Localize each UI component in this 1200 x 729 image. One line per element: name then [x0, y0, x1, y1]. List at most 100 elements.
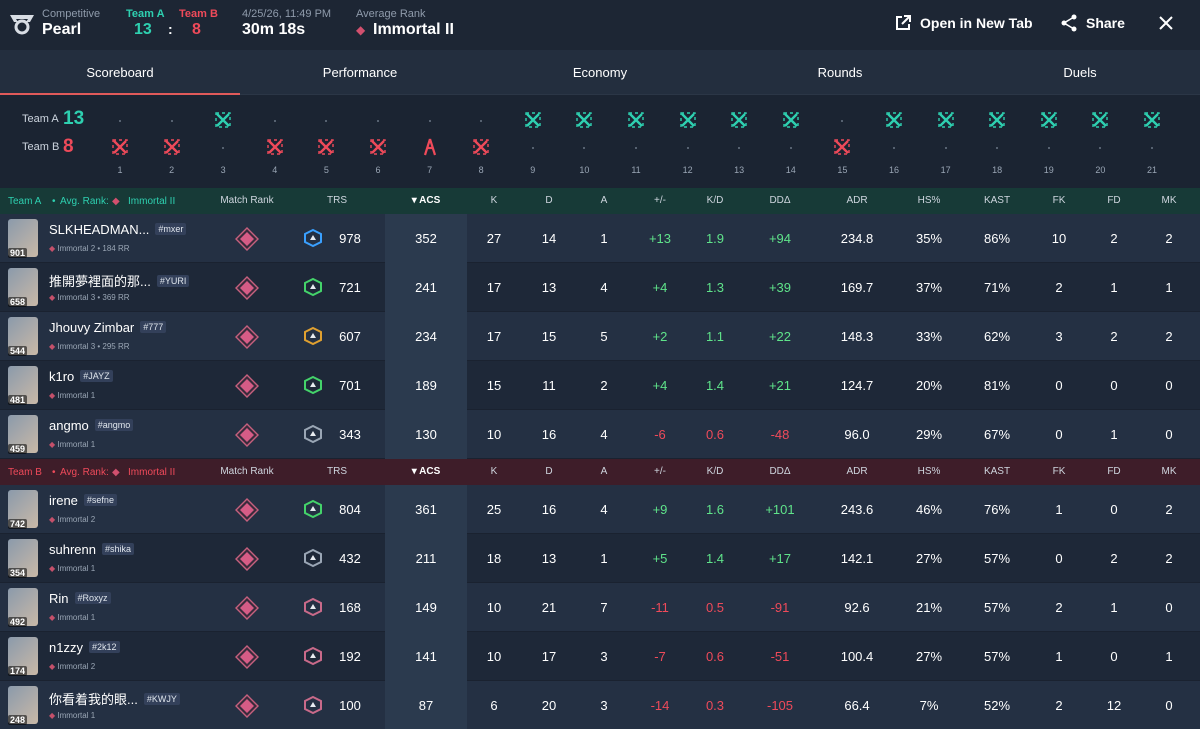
close-icon[interactable]	[1159, 16, 1173, 30]
stat-hs-pct: 7%	[919, 698, 939, 713]
team-a-win-icon	[730, 111, 748, 129]
round-number: 1	[117, 165, 123, 175]
player-name: suhrenn	[49, 542, 96, 557]
stat-assists: 3	[600, 649, 608, 664]
stat-trs: 343	[339, 427, 361, 442]
stat-adr: 169.7	[840, 280, 874, 295]
team-a-header-label: Team A	[8, 195, 42, 207]
stat-hs-pct: 33%	[915, 329, 943, 344]
account-level: 544	[8, 346, 28, 356]
player-name-link[interactable]: Rin #Roxyz	[49, 591, 111, 606]
player-name-link[interactable]: angmo #angmo	[49, 418, 134, 433]
player-row[interactable]: 742 irene #sefne Immortal 2 804 361 25 16 4 +9 1.6…	[0, 485, 1200, 534]
player-name-link[interactable]: irene #sefne	[49, 493, 117, 508]
round-number: 13	[734, 165, 745, 175]
stat-kast: 57%	[983, 551, 1011, 566]
acs-column-highlight	[385, 361, 467, 410]
empty-round-marker	[119, 120, 121, 122]
match-duration: 30m 18s	[242, 21, 306, 38]
stat-trs: 721	[339, 280, 361, 295]
stat-assists: 4	[600, 427, 608, 442]
tab-scoreboard[interactable]: Scoreboard	[0, 50, 240, 95]
stat-kd: 1.6	[705, 502, 725, 517]
stat-first-kills: 0	[1055, 551, 1063, 566]
col-header-kills: K	[490, 466, 498, 477]
stat-kills: 6	[490, 698, 498, 713]
player-name-link[interactable]: 推開夢裡面的那... #YURI	[49, 271, 190, 290]
stat-assists: 1	[600, 231, 608, 246]
round-number: 19	[1043, 165, 1054, 175]
mode-label: Competitive	[42, 8, 101, 20]
col-header-acs[interactable]: ▾ ACS	[411, 195, 441, 206]
acs-column-highlight	[385, 410, 467, 459]
empty-round-marker	[841, 120, 844, 122]
stat-first-deaths: 0	[1110, 378, 1118, 393]
stat-multi-kills: 2	[1165, 502, 1173, 517]
player-row[interactable]: 354 suhrenn #shika Immortal 1 432 211 18 13 1 +5 1…	[0, 534, 1200, 583]
player-row[interactable]: 658 推開夢裡面的那... #YURI Immortal 3 • 369 RR 721…	[0, 263, 1200, 312]
player-tag: #KWJY	[143, 693, 180, 705]
col-header-assists: A	[600, 466, 608, 477]
trs-tier-icon	[303, 499, 323, 519]
col-header-dd-delta: DDΔ	[769, 195, 791, 206]
stat-multi-kills: 0	[1165, 378, 1173, 393]
player-rank: Immortal 2	[49, 662, 95, 671]
team-b-label: Team B	[179, 8, 218, 20]
player-tag: #mxer	[155, 223, 187, 235]
player-row[interactable]: 481 k1ro #JAYZ Immortal 1 701 189 15 11 2 +4 1.4 +2…	[0, 361, 1200, 410]
team-b-win-icon	[472, 138, 490, 156]
player-name-link[interactable]: SLKHEADMAN... #mxer	[49, 222, 187, 237]
team-b-win-icon	[163, 138, 181, 156]
col-header-acs[interactable]: ▾ ACS	[411, 466, 441, 477]
tab-rounds[interactable]: Rounds	[817, 64, 863, 80]
round-number: 10	[579, 165, 590, 175]
col-header-first-kills: FK	[1052, 466, 1066, 477]
player-name-link[interactable]: n1zzy #2k12	[49, 640, 120, 655]
stat-multi-kills: 2	[1165, 231, 1173, 246]
stat-kd: 1.9	[705, 231, 725, 246]
share-button[interactable]: Share	[1060, 14, 1125, 32]
empty-round-marker	[1099, 147, 1102, 149]
account-level: 742	[8, 519, 28, 529]
stat-hs-pct: 29%	[915, 427, 943, 442]
timeline-team-b-score: 8	[63, 136, 74, 157]
player-name-link[interactable]: k1ro #JAYZ	[49, 369, 113, 384]
col-header-plus-minus: +/-	[654, 466, 666, 477]
match-rank-icon	[227, 485, 267, 534]
open-new-tab-button[interactable]: Open in New Tab	[894, 14, 1033, 32]
player-name-link[interactable]: Jhouvy Zimbar #777	[49, 320, 167, 335]
player-name-link[interactable]: 你看着我的眼... #KWJY	[49, 689, 180, 708]
trs-tier-icon	[303, 597, 323, 617]
empty-round-marker	[1047, 147, 1050, 149]
stat-plus-minus: +4	[652, 378, 668, 393]
player-row[interactable]: 901 SLKHEADMAN... #mxer Immortal 2 • 184 RR…	[0, 214, 1200, 263]
stat-dd-delta: +39	[768, 280, 792, 295]
trs-tier-icon	[303, 548, 323, 568]
player-name: 你看着我的眼...	[49, 692, 138, 707]
player-name: irene	[49, 493, 78, 508]
player-row[interactable]: 544 Jhouvy Zimbar #777 Immortal 3 • 295 RR 6…	[0, 312, 1200, 361]
team-a-win-icon	[1143, 111, 1161, 129]
acs-column-highlight	[385, 534, 467, 583]
empty-round-marker	[944, 147, 947, 149]
acs-column-highlight	[385, 485, 467, 534]
empty-round-marker	[273, 120, 276, 122]
player-tag: #YURI	[156, 275, 190, 287]
player-name-link[interactable]: suhrenn #shika	[49, 542, 134, 557]
stat-kd: 0.6	[705, 427, 725, 442]
tab-economy[interactable]: Economy	[572, 64, 628, 80]
stat-kills: 18	[486, 551, 502, 566]
tab-duels[interactable]: Duels	[1063, 64, 1097, 80]
stat-first-deaths: 1	[1110, 600, 1118, 615]
stat-deaths: 15	[541, 329, 557, 344]
tab-performance[interactable]: Performance	[322, 64, 398, 80]
stat-adr: 96.0	[844, 427, 870, 442]
acs-column-highlight	[385, 263, 467, 312]
stat-trs: 432	[339, 551, 361, 566]
account-level: 354	[8, 568, 28, 578]
team-b-header: Team B • Avg. Rank: ◆ Immortal II Match …	[0, 459, 1200, 485]
